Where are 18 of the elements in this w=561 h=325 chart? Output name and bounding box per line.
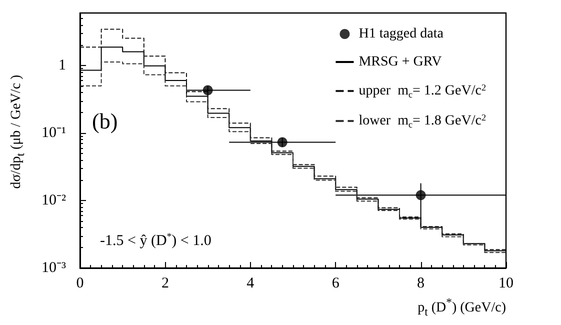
point bbox=[202, 85, 213, 96]
x-tick-label: 10 bbox=[498, 276, 514, 292]
point bbox=[277, 137, 288, 148]
y-tick-label: 10⁻² bbox=[42, 192, 66, 209]
x-tick-label: 4 bbox=[246, 276, 255, 292]
point bbox=[416, 190, 426, 200]
y-tick-label: 1 bbox=[58, 58, 66, 74]
annotation: (b) bbox=[92, 108, 118, 134]
annotation: -1.5 < ŷ (D*) < 1.0 bbox=[100, 232, 212, 249]
y-tick-label: 10⁻¹ bbox=[42, 125, 66, 142]
x-axis-title: p$_{t}$ (D$^{*}$) (GeV/c) bbox=[418, 296, 506, 318]
legend-label: H1 tagged data bbox=[358, 26, 444, 42]
x-tick-label: 2 bbox=[161, 276, 169, 292]
y-tick-label: 10⁻³ bbox=[42, 260, 66, 276]
legend-label: MRSG + GRV bbox=[358, 54, 442, 70]
x-tick-label: 8 bbox=[417, 276, 425, 292]
x-tick-label: 0 bbox=[76, 276, 84, 292]
x-tick-label: 6 bbox=[332, 276, 340, 292]
